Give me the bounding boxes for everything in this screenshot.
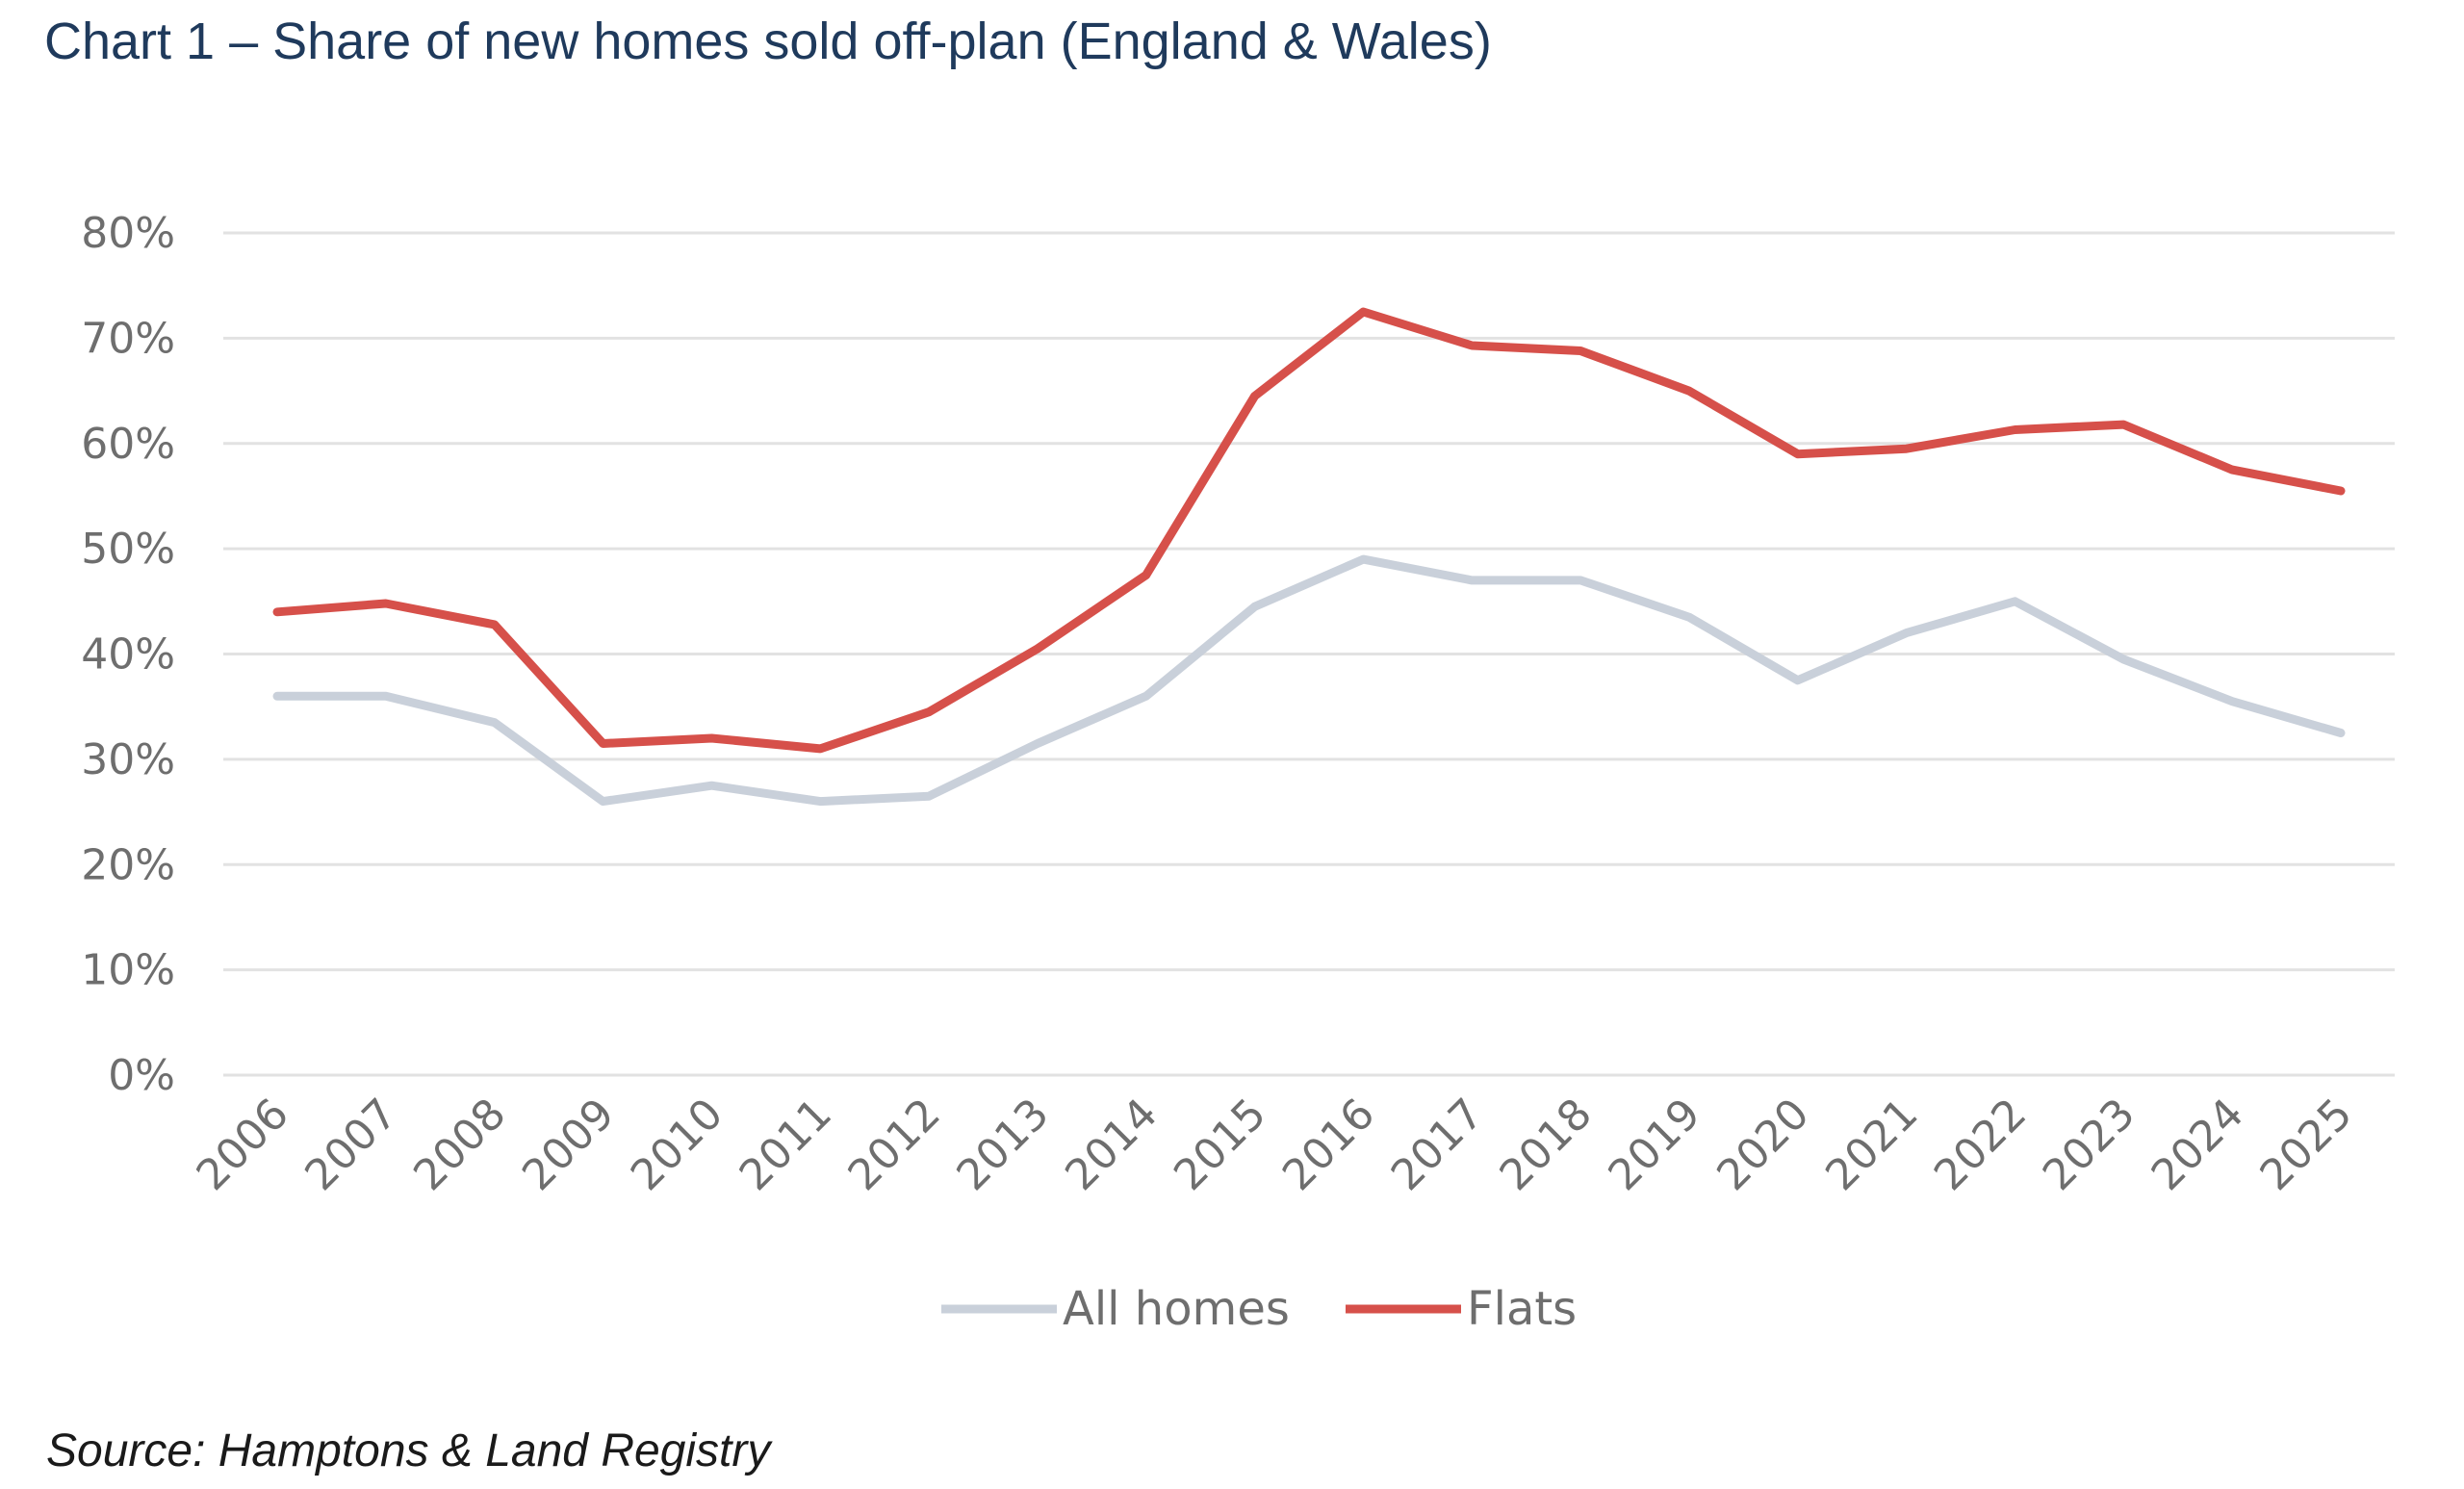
x-tick-label: 2011 (731, 1090, 841, 1200)
series-lines (272, 307, 2346, 807)
x-tick-label: 2008 (404, 1090, 515, 1200)
gridlines (223, 231, 2395, 1077)
y-tick-label: 50% (81, 525, 175, 574)
x-tick-label: 2023 (2034, 1090, 2144, 1200)
x-tick-label: 2013 (947, 1090, 1058, 1200)
series-line-all-homes (272, 554, 2346, 807)
series-line-flats (272, 307, 2346, 754)
x-tick-label: 2006 (188, 1090, 298, 1200)
x-tick-label: 2022 (1925, 1090, 2036, 1200)
y-tick-label: 0% (108, 1051, 175, 1100)
x-axis-tick-labels: 2006200720082009201020112012201320142015… (188, 1090, 2362, 1200)
x-tick-label: 2020 (1707, 1090, 1818, 1200)
y-tick-label: 30% (81, 735, 175, 784)
x-tick-label: 2009 (513, 1090, 624, 1200)
x-tick-label: 2024 (2143, 1090, 2253, 1200)
y-tick-label: 60% (81, 420, 175, 469)
x-tick-label: 2025 (2251, 1090, 2362, 1200)
y-tick-label: 80% (81, 209, 175, 258)
y-tick-label: 70% (81, 314, 175, 363)
y-tick-label: 20% (81, 840, 175, 889)
legend-label-all-homes: All homes (1063, 1282, 1290, 1336)
chart-title: Chart 1 – Share of new homes sold off-pl… (44, 13, 1492, 70)
y-axis-tick-labels: 0% 10% 20% 30% 40% 50% 60% 70% 80% (81, 209, 175, 1100)
x-tick-label: 2012 (839, 1090, 950, 1200)
source-note: Source: Hamptons & Land Registry (46, 1425, 771, 1476)
x-tick-label: 2014 (1056, 1090, 1167, 1200)
legend: All homes Flats (941, 1282, 1577, 1336)
x-tick-label: 2010 (622, 1090, 732, 1200)
x-tick-label: 2015 (1165, 1090, 1275, 1200)
y-tick-label: 10% (81, 946, 175, 995)
x-tick-label: 2018 (1491, 1090, 1602, 1200)
legend-label-flats: Flats (1467, 1282, 1577, 1336)
x-tick-label: 2019 (1599, 1090, 1709, 1200)
x-tick-label: 2017 (1382, 1090, 1493, 1200)
x-tick-label: 2021 (1816, 1090, 1927, 1200)
y-tick-label: 40% (81, 630, 175, 680)
x-tick-label: 2016 (1273, 1090, 1384, 1200)
x-tick-label: 2007 (295, 1090, 406, 1200)
